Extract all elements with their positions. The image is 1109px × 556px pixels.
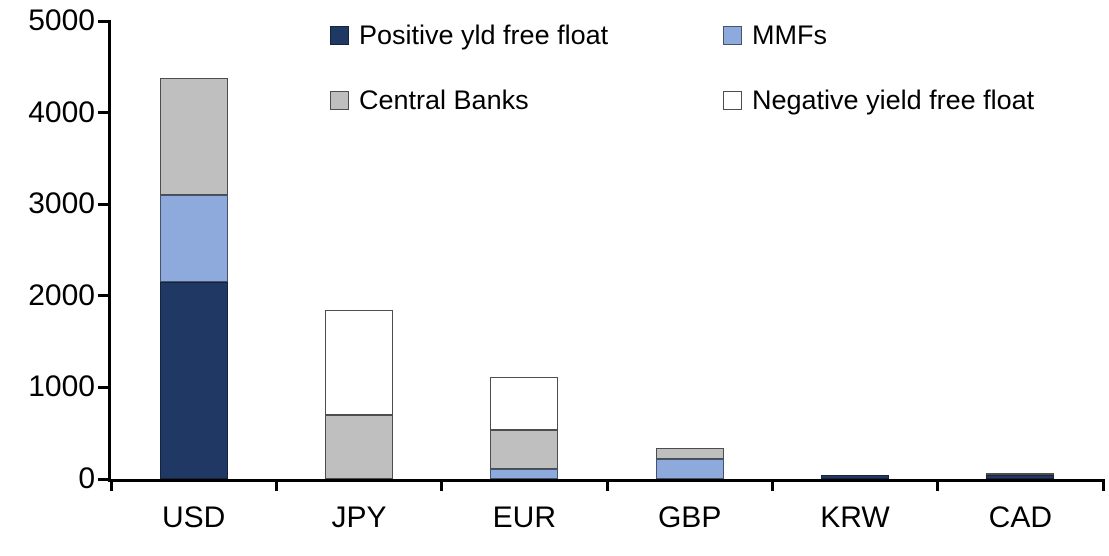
bar-segment-gbp-central-banks xyxy=(655,448,724,459)
y-tick-label: 4000 xyxy=(28,95,95,129)
x-category-label: USD xyxy=(161,501,226,534)
plot-area: 0 1000 2000 3000 4000 5000 USD JPY EUR GBP KRW CAD xyxy=(28,4,1105,534)
legend-item-mmfs: MMFs xyxy=(723,20,827,51)
bar-segment-krw-positive-yld-free-float xyxy=(821,474,889,479)
bar-segment-eur-mmfs xyxy=(490,469,559,479)
y-tick-mark xyxy=(98,385,111,389)
y-tick-label: 1000 xyxy=(28,370,95,404)
legend-swatch-positive-yld-free-float-icon xyxy=(330,26,349,45)
y-tick-label: 5000 xyxy=(28,4,95,37)
legend-label-central-banks: Central Banks xyxy=(359,85,529,115)
x-tick-mark xyxy=(440,479,444,491)
y-tick-mark xyxy=(98,202,111,206)
bar-segment-jpy-central-banks xyxy=(325,414,393,479)
x-tick-mark xyxy=(274,479,278,491)
legend-label-negative-yield-free-float: Negative yield free float xyxy=(752,85,1035,115)
x-tick-mark xyxy=(109,479,113,491)
bar-segment-eur-negative-yield-free-float xyxy=(490,377,559,430)
legend-label-positive-yld-free-float: Positive yld free float xyxy=(359,20,609,50)
legend-item-central-banks: Central Banks xyxy=(330,85,529,116)
bar-segment-eur-central-banks xyxy=(490,429,559,470)
x-tick-mark xyxy=(770,479,774,491)
y-tick-mark xyxy=(98,19,111,23)
bar-segment-usd-positive-yld-free-float xyxy=(159,282,228,479)
legend-swatch-mmfs-icon xyxy=(723,26,742,45)
legend-item-positive-yld-free-float: Positive yld free float xyxy=(330,20,608,51)
x-category-label: KRW xyxy=(820,501,890,534)
y-tick-mark xyxy=(98,111,111,115)
x-category-label: JPY xyxy=(331,501,387,534)
x-tick-mark xyxy=(936,479,940,491)
legend-item-negative-yield-free-float: Negative yield free float xyxy=(723,85,1034,116)
bar-segment-gbp-mmfs xyxy=(655,458,724,479)
x-tick-mark xyxy=(1101,479,1105,491)
y-tick-label: 0 xyxy=(78,462,95,495)
bar-segment-cad-central-banks xyxy=(986,472,1055,476)
y-tick-mark xyxy=(98,294,111,298)
bar-segment-jpy-negative-yield-free-float xyxy=(325,309,393,415)
bar-segment-usd-central-banks xyxy=(159,77,228,196)
legend-label-mmfs: MMFs xyxy=(752,20,827,50)
x-category-label: EUR xyxy=(492,501,556,534)
y-tick-label: 2000 xyxy=(28,278,95,312)
bar-segment-cad-positive-yld-free-float xyxy=(986,475,1055,479)
x-tick-mark xyxy=(605,479,609,491)
bar-segment-usd-mmfs xyxy=(159,195,228,283)
legend-swatch-central-banks-icon xyxy=(330,91,349,110)
x-category-label: CAD xyxy=(988,501,1052,534)
legend-swatch-negative-yield-free-float-icon xyxy=(723,91,742,110)
y-tick-label: 3000 xyxy=(28,187,95,221)
x-category-label: GBP xyxy=(657,501,722,534)
y-tick-mark xyxy=(98,477,111,481)
